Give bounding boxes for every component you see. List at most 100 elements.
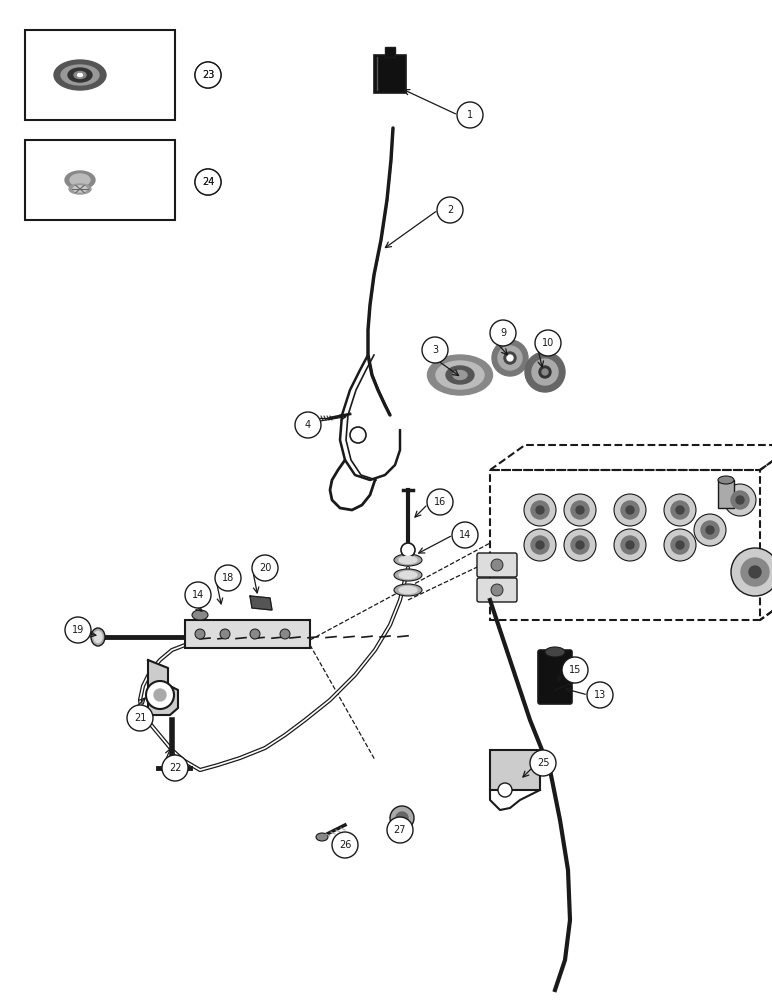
FancyBboxPatch shape xyxy=(25,30,175,120)
Ellipse shape xyxy=(91,628,105,646)
Circle shape xyxy=(614,494,646,526)
Text: 19: 19 xyxy=(72,625,84,635)
Circle shape xyxy=(749,566,761,578)
Text: 4: 4 xyxy=(305,420,311,430)
Circle shape xyxy=(535,330,561,356)
Ellipse shape xyxy=(394,554,422,566)
Ellipse shape xyxy=(399,572,417,578)
Text: 27: 27 xyxy=(394,825,406,835)
Circle shape xyxy=(530,750,556,776)
Circle shape xyxy=(295,412,321,438)
Circle shape xyxy=(524,494,556,526)
Circle shape xyxy=(498,783,512,797)
Circle shape xyxy=(626,506,634,514)
Circle shape xyxy=(676,506,684,514)
Text: 15: 15 xyxy=(569,665,581,675)
Text: 1: 1 xyxy=(467,110,473,120)
Circle shape xyxy=(525,352,565,392)
Circle shape xyxy=(437,197,463,223)
Circle shape xyxy=(427,489,453,515)
Circle shape xyxy=(457,102,483,128)
Ellipse shape xyxy=(74,72,86,79)
FancyBboxPatch shape xyxy=(718,480,734,508)
Circle shape xyxy=(350,427,366,443)
Circle shape xyxy=(162,755,188,781)
Circle shape xyxy=(676,541,684,549)
Circle shape xyxy=(146,681,174,709)
Circle shape xyxy=(736,496,744,504)
Circle shape xyxy=(576,541,584,549)
Circle shape xyxy=(701,521,719,539)
Circle shape xyxy=(536,506,544,514)
Text: 3: 3 xyxy=(432,345,438,355)
Circle shape xyxy=(671,536,689,554)
Text: 18: 18 xyxy=(222,573,234,583)
FancyBboxPatch shape xyxy=(538,650,572,704)
Ellipse shape xyxy=(545,647,565,657)
Circle shape xyxy=(564,529,596,561)
Circle shape xyxy=(127,705,153,731)
Circle shape xyxy=(65,617,91,643)
Circle shape xyxy=(220,629,230,639)
Ellipse shape xyxy=(436,361,484,389)
Ellipse shape xyxy=(453,370,467,379)
Circle shape xyxy=(250,629,260,639)
Text: 16: 16 xyxy=(434,497,446,507)
Circle shape xyxy=(396,812,408,824)
Ellipse shape xyxy=(68,68,92,82)
Ellipse shape xyxy=(718,476,734,484)
Circle shape xyxy=(185,582,211,608)
Circle shape xyxy=(571,536,589,554)
Circle shape xyxy=(731,491,749,509)
Text: 2: 2 xyxy=(447,205,453,215)
Circle shape xyxy=(154,689,166,701)
Text: 26: 26 xyxy=(339,840,351,850)
Circle shape xyxy=(422,337,448,363)
FancyBboxPatch shape xyxy=(185,620,310,648)
Circle shape xyxy=(531,501,549,519)
Ellipse shape xyxy=(70,174,90,186)
Circle shape xyxy=(671,501,689,519)
Circle shape xyxy=(490,320,516,346)
FancyBboxPatch shape xyxy=(477,578,517,602)
Circle shape xyxy=(724,484,756,516)
Ellipse shape xyxy=(446,366,474,384)
Ellipse shape xyxy=(69,184,91,194)
Circle shape xyxy=(498,346,522,370)
Circle shape xyxy=(390,806,414,830)
FancyBboxPatch shape xyxy=(490,750,540,790)
Text: 21: 21 xyxy=(134,713,146,723)
Circle shape xyxy=(664,494,696,526)
Circle shape xyxy=(621,501,639,519)
Text: 22: 22 xyxy=(169,763,181,773)
Text: 9: 9 xyxy=(500,328,506,338)
Circle shape xyxy=(401,543,415,557)
Text: 24: 24 xyxy=(201,177,214,187)
Ellipse shape xyxy=(192,610,208,620)
Circle shape xyxy=(491,584,503,596)
Circle shape xyxy=(694,514,726,546)
Ellipse shape xyxy=(316,833,328,841)
Text: 23: 23 xyxy=(201,70,214,80)
Circle shape xyxy=(524,529,556,561)
Circle shape xyxy=(195,169,221,195)
Circle shape xyxy=(539,366,551,378)
Ellipse shape xyxy=(65,171,95,189)
Circle shape xyxy=(280,629,290,639)
Ellipse shape xyxy=(61,65,99,85)
Polygon shape xyxy=(148,660,178,715)
Text: 14: 14 xyxy=(459,530,471,540)
Circle shape xyxy=(195,169,221,195)
Circle shape xyxy=(491,559,503,571)
Circle shape xyxy=(387,817,413,843)
Circle shape xyxy=(706,526,714,534)
Polygon shape xyxy=(250,596,272,610)
Circle shape xyxy=(741,558,769,586)
Circle shape xyxy=(532,359,558,385)
Circle shape xyxy=(195,62,221,88)
FancyBboxPatch shape xyxy=(374,55,406,93)
Text: 13: 13 xyxy=(594,690,606,700)
Circle shape xyxy=(492,340,528,376)
FancyBboxPatch shape xyxy=(477,553,517,577)
Ellipse shape xyxy=(73,186,87,192)
